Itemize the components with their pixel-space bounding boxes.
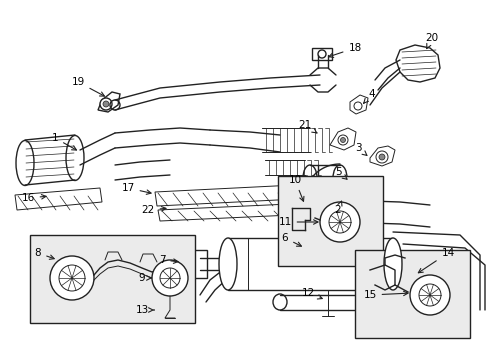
Polygon shape [395,45,439,82]
Circle shape [328,211,350,233]
Ellipse shape [383,238,401,290]
Circle shape [340,138,345,143]
Bar [184,250,206,278]
Ellipse shape [332,165,346,191]
Circle shape [319,202,359,242]
Polygon shape [158,204,291,221]
Circle shape [409,275,449,315]
Polygon shape [349,95,367,114]
Text: 18: 18 [328,43,361,58]
Circle shape [103,101,109,107]
Circle shape [160,300,176,316]
Ellipse shape [303,165,316,191]
Text: 19: 19 [71,77,104,96]
Circle shape [152,260,187,296]
Circle shape [50,256,94,300]
Text: 5: 5 [334,167,346,179]
Text: 8: 8 [35,248,54,259]
Text: 17: 17 [121,183,151,194]
Text: 3: 3 [354,143,366,156]
Polygon shape [15,188,102,210]
Text: 21: 21 [298,120,316,133]
Ellipse shape [66,135,84,180]
Circle shape [163,304,172,312]
Bar [278,176,382,266]
Text: 9: 9 [139,273,151,283]
Text: 13: 13 [135,305,154,315]
Circle shape [418,284,440,306]
Circle shape [59,265,85,291]
Text: 6: 6 [281,233,301,246]
Circle shape [100,98,112,110]
Circle shape [378,154,384,160]
Text: 22: 22 [141,205,165,215]
Text: 14: 14 [418,248,454,273]
Text: 12: 12 [301,288,322,299]
Text: 4: 4 [363,89,375,103]
Bar [30,235,195,323]
Text: 16: 16 [21,193,46,203]
Ellipse shape [16,140,34,185]
Polygon shape [329,128,355,150]
Bar [354,250,469,338]
Circle shape [160,268,180,288]
Circle shape [154,294,182,322]
Text: 1: 1 [52,133,76,150]
Ellipse shape [179,250,191,278]
Polygon shape [155,185,296,206]
Ellipse shape [272,294,286,310]
Text: 10: 10 [288,175,304,201]
Text: 2: 2 [334,201,341,215]
Ellipse shape [372,294,386,310]
Bar [311,48,331,60]
Bar [227,238,392,290]
Text: 11: 11 [278,217,317,227]
Text: 20: 20 [425,33,438,49]
Polygon shape [98,92,120,112]
Polygon shape [369,146,394,166]
Text: 15: 15 [363,290,407,300]
Ellipse shape [219,238,237,290]
Text: 7: 7 [159,255,178,265]
